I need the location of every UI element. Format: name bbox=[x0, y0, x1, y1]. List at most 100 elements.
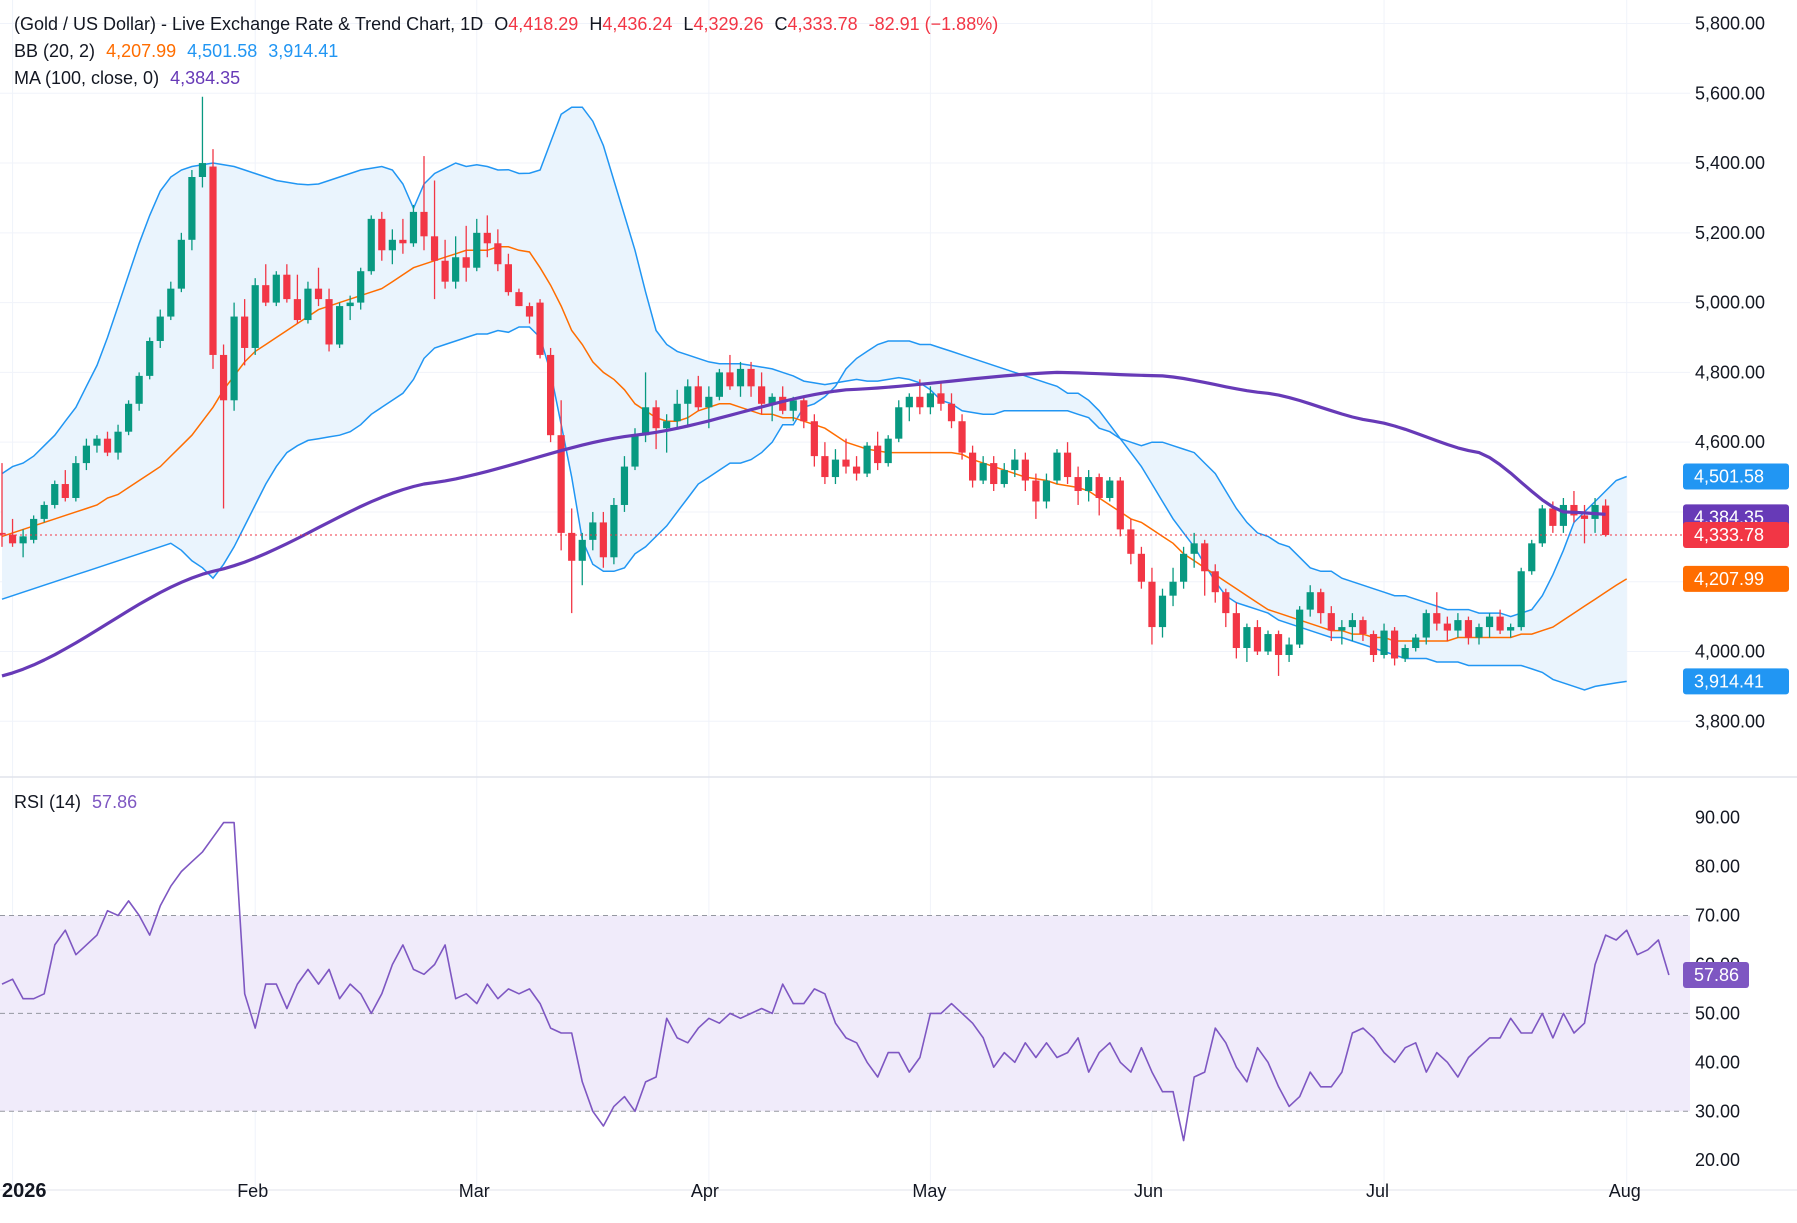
candle bbox=[926, 386, 934, 415]
ohlc-h-label: H bbox=[589, 14, 603, 34]
legend-ma[interactable]: MA (100, close, 0) 4,384.35 bbox=[14, 68, 246, 89]
time-tick-label: Aug bbox=[1609, 1181, 1641, 1201]
candle-body bbox=[979, 463, 987, 481]
candle-body bbox=[736, 368, 745, 387]
candle-body bbox=[82, 445, 90, 464]
candle-body bbox=[800, 400, 808, 422]
bb-upper-line bbox=[1, 106, 1627, 618]
candle bbox=[125, 400, 133, 436]
candle bbox=[599, 511, 607, 568]
candle bbox=[367, 215, 375, 275]
candle bbox=[1190, 532, 1198, 568]
bb-fill bbox=[2, 107, 1627, 690]
candle bbox=[1158, 588, 1167, 638]
candle bbox=[1253, 620, 1262, 655]
candle-body bbox=[146, 340, 154, 376]
candle bbox=[135, 372, 143, 411]
candle-body bbox=[789, 400, 797, 411]
candle bbox=[1306, 585, 1314, 617]
candle bbox=[473, 218, 481, 272]
candle bbox=[863, 442, 871, 478]
candle bbox=[388, 229, 396, 265]
candle-body bbox=[409, 211, 418, 244]
ohlc-close: 4,333.78 bbox=[787, 14, 858, 34]
candle bbox=[51, 480, 59, 509]
candle-body bbox=[40, 504, 48, 519]
candle-body bbox=[473, 232, 481, 268]
candle bbox=[8, 518, 17, 547]
time-tick-label: Feb bbox=[237, 1181, 268, 1201]
candle-body bbox=[293, 299, 301, 321]
candle bbox=[40, 501, 48, 523]
rsi-badge: 57.86 bbox=[1683, 961, 1749, 988]
legend-bb[interactable]: BB (20, 2) 4,207.99 4,501.58 3,914.41 bbox=[14, 41, 344, 62]
candle-body bbox=[1433, 613, 1441, 624]
candle-body bbox=[515, 292, 523, 307]
candle-body bbox=[578, 539, 586, 561]
candle-body bbox=[1074, 477, 1082, 492]
price-badge-label: 3,914.41 bbox=[1694, 671, 1764, 691]
candle bbox=[146, 337, 154, 380]
candle bbox=[1391, 627, 1399, 666]
candle bbox=[251, 278, 259, 355]
price-tick-label: 3,800.00 bbox=[1695, 711, 1765, 731]
candle-body bbox=[399, 239, 407, 244]
candle bbox=[789, 396, 797, 422]
candle bbox=[905, 393, 913, 422]
candle-body bbox=[1264, 634, 1272, 652]
candle bbox=[1570, 491, 1578, 523]
candle bbox=[30, 515, 38, 544]
candle bbox=[1201, 539, 1209, 596]
candle bbox=[1232, 602, 1240, 659]
price-badge-bg bbox=[1683, 668, 1789, 695]
candle bbox=[103, 431, 112, 457]
rsi-value: 57.86 bbox=[92, 792, 138, 812]
candle bbox=[1085, 470, 1093, 502]
candle-body bbox=[304, 288, 312, 321]
candle bbox=[1538, 504, 1546, 547]
candle bbox=[589, 511, 597, 551]
candle bbox=[969, 445, 977, 488]
price-tick-label: 5,600.00 bbox=[1695, 83, 1765, 103]
candle bbox=[504, 253, 512, 296]
candle-body bbox=[884, 438, 892, 464]
candle bbox=[1496, 609, 1504, 635]
rsi-line bbox=[1, 821, 1670, 1142]
candle bbox=[1296, 606, 1304, 649]
candle-body bbox=[810, 421, 818, 457]
candle bbox=[1264, 630, 1272, 655]
candle-body bbox=[684, 386, 692, 404]
candle-body bbox=[1422, 613, 1430, 638]
candle-body bbox=[525, 306, 534, 317]
candle-body bbox=[103, 438, 112, 453]
candle bbox=[357, 267, 365, 310]
candle bbox=[61, 470, 69, 502]
candle bbox=[1285, 637, 1293, 662]
candle bbox=[1274, 630, 1283, 676]
symbol-title[interactable]: (Gold / US Dollar) - Live Exchange Rate … bbox=[14, 14, 484, 34]
candle bbox=[1148, 567, 1156, 645]
candle bbox=[1517, 567, 1525, 631]
legend-rsi[interactable]: RSI (14) 57.86 bbox=[14, 792, 143, 813]
candle bbox=[114, 424, 122, 460]
candle-body bbox=[758, 386, 766, 404]
rsi-tick-label: 30.00 bbox=[1695, 1101, 1740, 1121]
ohlc-l-label: L bbox=[683, 14, 694, 34]
price-badge-label: 4,207.99 bbox=[1694, 569, 1764, 589]
candle bbox=[219, 344, 228, 509]
candle-body bbox=[1369, 634, 1378, 655]
candle bbox=[1507, 623, 1515, 638]
candle bbox=[821, 442, 829, 485]
candle-body bbox=[314, 288, 323, 300]
candle-body bbox=[135, 375, 143, 404]
candle-body bbox=[958, 421, 966, 453]
price-badge-label: 4,501.58 bbox=[1694, 467, 1764, 487]
candle bbox=[557, 400, 565, 551]
candle-body bbox=[1391, 630, 1399, 659]
candle bbox=[420, 156, 428, 251]
candle-body bbox=[462, 257, 470, 268]
candle-body bbox=[1053, 452, 1061, 481]
time-tick-label: 2026 bbox=[2, 1180, 47, 1202]
ohlc-c-label: C bbox=[774, 14, 788, 34]
candle bbox=[768, 393, 776, 422]
